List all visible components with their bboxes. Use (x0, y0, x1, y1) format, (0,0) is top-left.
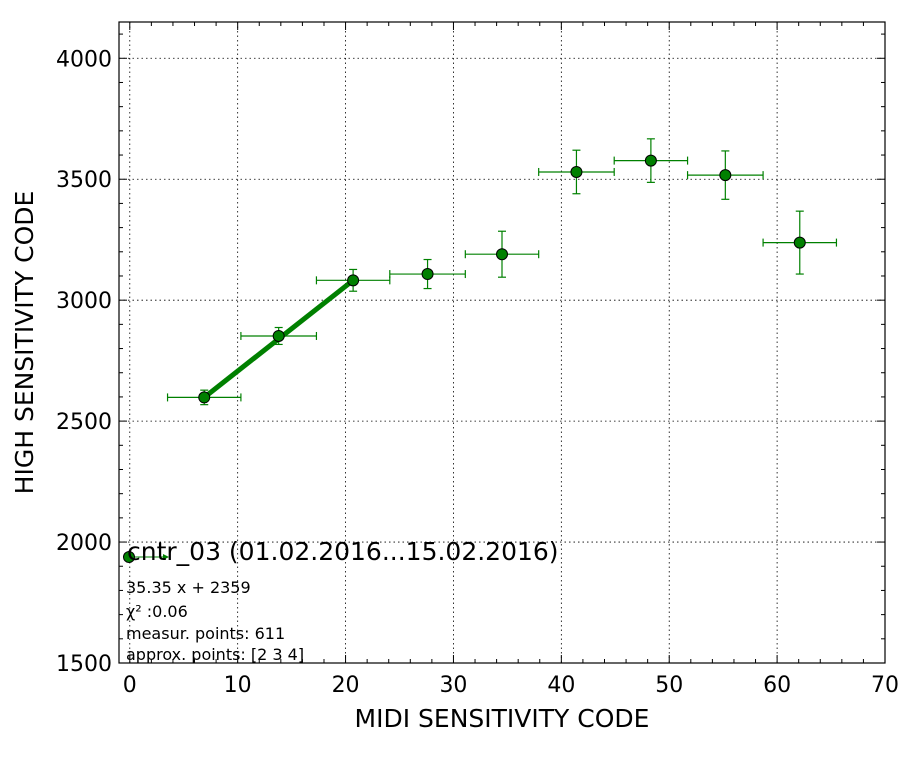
chi-squared: χ² :0.06 (126, 602, 188, 621)
data-point-group (389, 258, 466, 290)
x-tick-label: 60 (763, 673, 791, 698)
y-tick-label: 1500 (56, 652, 112, 677)
measured-points: measur. points: 611 (126, 624, 285, 643)
y-tick-label: 3500 (56, 168, 112, 193)
data-point (272, 329, 285, 342)
legend-marker (123, 551, 135, 563)
data-point (421, 268, 434, 281)
legend: cntr_03 (01.02.2016...15.02.2016) 35.35 … (123, 537, 559, 664)
legend-title: cntr_03 (01.02.2016...15.02.2016) (127, 537, 559, 566)
data-point-group (686, 150, 764, 200)
y-tick-label: 4000 (56, 47, 112, 72)
y-axis-label: HIGH SENSITIVITY CODE (10, 191, 39, 495)
x-tick-label: 70 (871, 673, 899, 698)
x-tick-label: 50 (655, 673, 683, 698)
data-point (347, 274, 360, 287)
data-point (496, 248, 508, 261)
data-point (719, 169, 732, 182)
y-tick-label: 2000 (56, 531, 112, 556)
axis-ticks (119, 22, 886, 664)
data-point (570, 165, 583, 178)
x-tick-label: 20 (332, 673, 360, 698)
data-point-group (240, 326, 318, 346)
x-axis-label: MIDI SENSITIVITY CODE (355, 704, 650, 733)
approximated-points: approx. points: [2 3 4] (126, 645, 304, 664)
x-tick-label: 0 (123, 673, 137, 698)
plot-frame (118, 21, 886, 664)
x-tick-label: 10 (224, 673, 252, 698)
data-point (793, 236, 806, 249)
grid (119, 22, 886, 664)
y-tick-label: 3000 (56, 289, 112, 314)
data-point (644, 154, 657, 167)
x-tick-label: 30 (439, 673, 467, 698)
data-point-group (464, 230, 540, 278)
legend-arrow-icon (163, 554, 169, 560)
data-point-group (613, 138, 689, 183)
tick-labels: 0 10 20 30 40 50 60 70 1500 2000 2500 3000 3500 4000 (56, 47, 899, 698)
data-point-group (315, 268, 391, 292)
data-point-group (762, 210, 838, 275)
data-point (198, 391, 211, 404)
data-point-group (166, 389, 242, 406)
y-tick-label: 2500 (56, 410, 112, 435)
x-tick-label: 40 (547, 673, 575, 698)
fit-equation: 35.35 x + 2359 (126, 578, 251, 597)
plot-area (166, 138, 838, 406)
data-point-group (538, 149, 615, 195)
